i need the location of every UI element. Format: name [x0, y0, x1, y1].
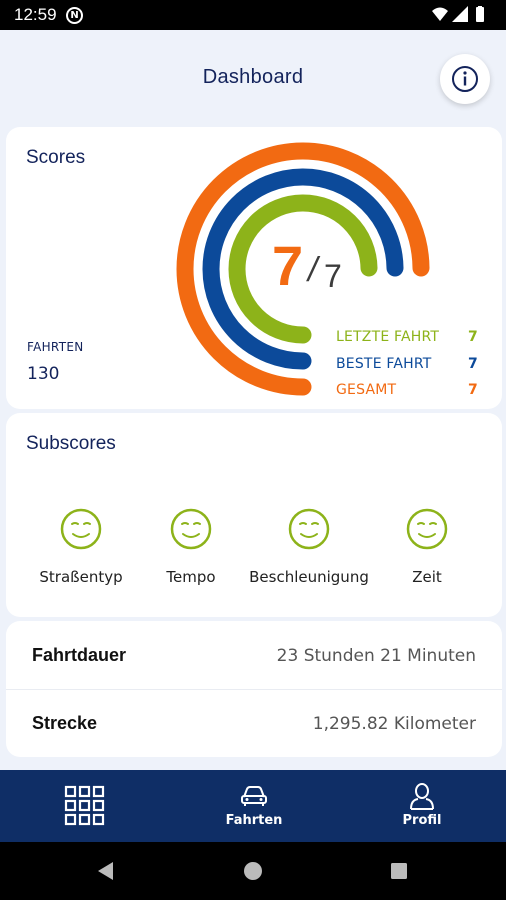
info-label: Fahrtdauer [32, 645, 127, 665]
smiley-icon [288, 508, 330, 550]
info-label: Strecke [32, 713, 98, 733]
page-title: Dashboard [202, 66, 304, 88]
subscores-card: Subscores Straßentyp Tempo Beschleunigun… [6, 413, 502, 617]
divider [6, 689, 502, 690]
subscore-label: Tempo [166, 568, 216, 586]
fahrten-value: 130 [27, 364, 60, 384]
smiley-icon [60, 508, 102, 550]
subscores-title: Subscores [26, 433, 116, 454]
smiley-icon [406, 508, 448, 550]
trip-info-card: Fahrtdauer 23 Stunden 21 Minuten Strecke… [6, 621, 502, 757]
nav-dashboard[interactable] [40, 770, 130, 842]
gauge-arc-letzte [228, 194, 378, 344]
legend-value: 7 [468, 382, 478, 398]
home-icon[interactable] [244, 862, 262, 880]
smiley-icon [170, 508, 212, 550]
nav-label: Profil [402, 813, 442, 828]
notification-icon: N [66, 7, 83, 24]
legend-label: BESTE FAHRT [336, 356, 432, 372]
subscore-beschleunigung[interactable]: Beschleunigung [239, 507, 379, 586]
status-bar: 12:59 N [0, 0, 506, 30]
battery-icon [476, 6, 484, 22]
info-button[interactable] [440, 54, 490, 104]
fahrten-label: FAHRTEN [27, 340, 84, 354]
legend-value: 7 [468, 329, 478, 345]
info-value: 23 Stunden 21 Minuten [276, 646, 476, 666]
signal-icon [452, 6, 468, 22]
app-bar: Dashboard [0, 30, 506, 126]
subscore-label: Straßentyp [39, 568, 123, 586]
back-icon[interactable] [98, 862, 113, 880]
info-value: 1,295.82 Kilometer [312, 714, 476, 734]
recents-icon[interactable] [391, 863, 407, 879]
info-row-fahrtdauer: Fahrtdauer 23 Stunden 21 Minuten [6, 621, 502, 690]
gauge-arc-gesamt [176, 142, 430, 396]
subscore-strassentyp[interactable]: Straßentyp [11, 507, 151, 586]
system-icons [430, 6, 494, 28]
status-time: 12:59 [14, 5, 57, 24]
subscore-label: Beschleunigung [249, 568, 369, 586]
scores-title: Scores [26, 147, 86, 168]
profile-icon [410, 783, 434, 810]
legend-label: LETZTE FAHRT [336, 329, 440, 345]
nav-fahrten[interactable]: Fahrten [209, 770, 299, 842]
legend-label: GESAMT [336, 382, 397, 398]
wifi-icon [432, 7, 448, 21]
android-nav-bar [0, 842, 506, 900]
bottom-nav: Fahrten Profil [0, 770, 506, 842]
score-gauge [176, 142, 430, 396]
score-max: 7 [324, 258, 342, 294]
scores-card: Scores FAHRTEN 130 7 / 7 LETZTE FAHRT 7 … [6, 127, 502, 409]
subscore-tempo[interactable]: Tempo [121, 507, 261, 586]
nav-label: Fahrten [225, 813, 283, 828]
grid-icon [64, 785, 105, 826]
subscore-zeit[interactable]: Zeit [357, 507, 497, 586]
score-separator: / [308, 251, 318, 289]
score-value: 7 [272, 234, 304, 297]
info-row-strecke: Strecke 1,295.82 Kilometer [6, 689, 502, 757]
nav-profil[interactable]: Profil [377, 770, 467, 842]
subscore-label: Zeit [412, 568, 442, 586]
gauge-arc-beste [202, 168, 404, 370]
legend-value: 7 [468, 356, 478, 372]
info-circle-icon [452, 66, 478, 92]
car-icon [241, 786, 267, 806]
